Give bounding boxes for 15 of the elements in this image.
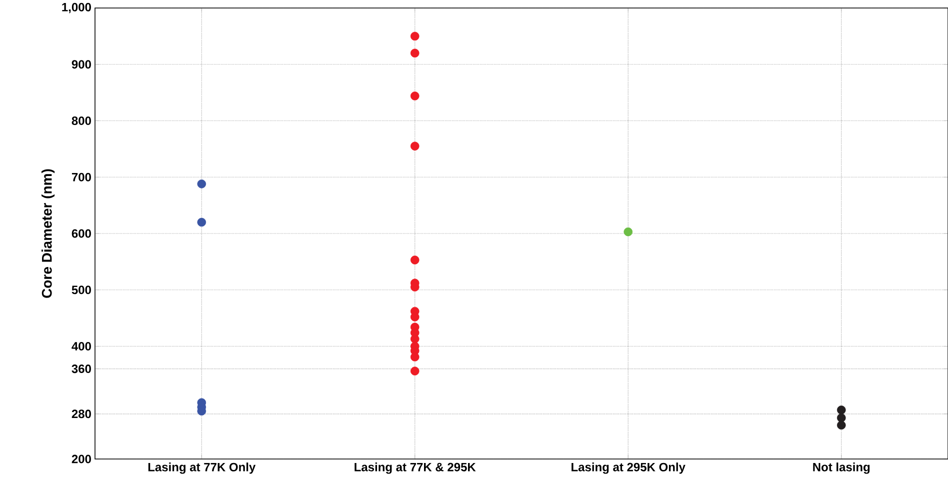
x-tick-label: Lasing at 77K & 295K [354, 462, 476, 474]
y-tick-label: 280 [72, 410, 91, 418]
y-axis-title: Core Diameter (nm) [42, 169, 55, 298]
y-tick-label: 700 [72, 172, 91, 182]
y-tick-label: 360 [72, 364, 91, 374]
y-tick-label: 400 [72, 342, 91, 350]
y-tick-label: 200 [72, 454, 91, 464]
x-tick-label: Lasing at 295K Only [572, 462, 686, 474]
y-tick-label: 1,000 [62, 2, 91, 14]
y-tick-label: 600 [72, 229, 91, 238]
y-tick-label: 800 [72, 116, 91, 125]
y-tick-label: 900 [72, 60, 91, 69]
x-tick-label: Lasing at 77K Only [148, 462, 256, 474]
y-tick-label: 500 [72, 286, 91, 294]
x-tick-label: Not lasing [813, 462, 870, 474]
